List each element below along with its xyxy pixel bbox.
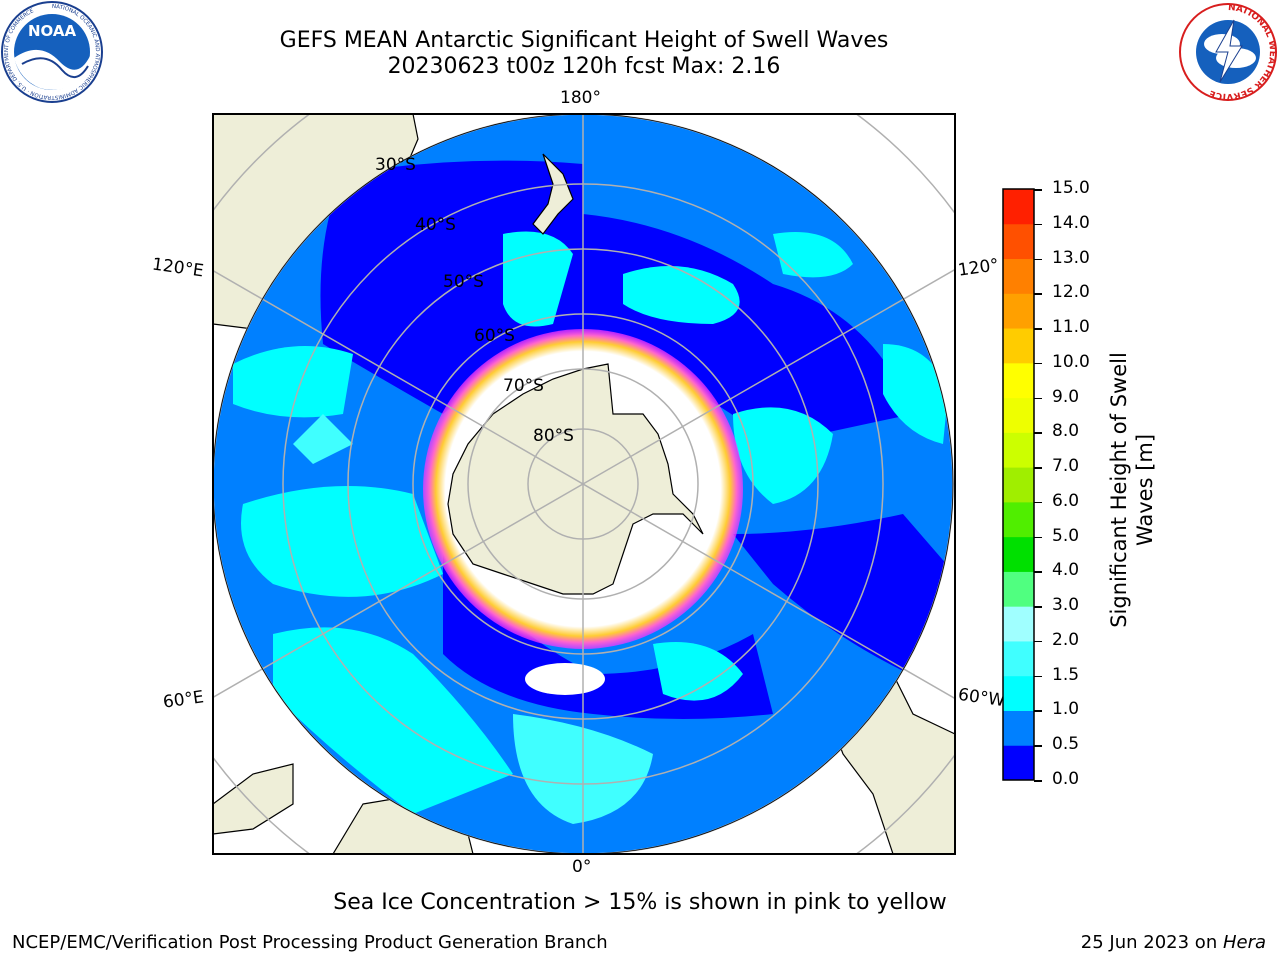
colorbar-tick-label: 12.0 [1052, 282, 1090, 303]
colorbar-tick [1034, 710, 1042, 712]
colorbar-tick-label: 3.0 [1052, 595, 1080, 616]
colorbar-tick [1034, 467, 1042, 469]
colorbar-tick [1034, 362, 1042, 365]
colorbar-band [1003, 710, 1034, 746]
colorbar-tick-label: 6.0 [1052, 490, 1080, 511]
lon-label-bottom: 0° [572, 857, 592, 877]
colorbar-tick-label: 0.5 [1052, 734, 1080, 755]
colorbar-tick-label: 13.0 [1052, 247, 1090, 268]
nws-logo: NATIONAL WEATHER SERVICE [1179, 3, 1277, 101]
colorbar-tick-label: 8.0 [1052, 421, 1080, 442]
colorbar-tick-label: 9.0 [1052, 386, 1080, 407]
colorbar-tick [1034, 223, 1042, 226]
colorbar-tick [1034, 328, 1042, 330]
colorbar-tick [1034, 189, 1042, 191]
run-date: 25 Jun 2023 on Hera [1081, 932, 1266, 953]
colorbar-tick [1034, 293, 1042, 295]
colorbar-tick [1034, 640, 1042, 643]
colorbar-tick [1034, 780, 1042, 782]
lon-label-upper-right: 120° [956, 255, 1001, 281]
colorbar-tick-label: 11.0 [1052, 317, 1090, 338]
lat-label: 30°S [375, 155, 416, 175]
colorbar-tick-label: 0.0 [1052, 769, 1080, 789]
colorbar-title-line2: Waves [m] [1133, 434, 1157, 546]
lon-label-lower-left: 60°E [161, 687, 206, 713]
lat-label: 50°S [443, 272, 484, 292]
lon-label-lower-right: 60°W [956, 684, 1007, 712]
noaa-logo-text: NOAA [28, 22, 77, 40]
colorbar-band [1003, 571, 1034, 607]
colorbar-tick [1034, 571, 1042, 573]
lat-label: 80°S [533, 426, 574, 446]
colorbar-tick-label: 5.0 [1052, 525, 1080, 546]
map-title: GEFS MEAN Antarctic Significant Height o… [279, 28, 889, 53]
lat-label: 40°S [415, 215, 456, 235]
colorbar-tick [1034, 675, 1042, 678]
colorbar-band [1003, 328, 1034, 364]
colorbar-band [1003, 640, 1034, 677]
run-date-text: 25 Jun 2023 on [1080, 932, 1223, 953]
colorbar-tick [1034, 501, 1042, 504]
new-zealand-land [532, 153, 574, 235]
host-name: Hera [1222, 932, 1266, 953]
colorbar-tick-label: 15.0 [1052, 178, 1090, 198]
colorbar-tick [1034, 745, 1042, 747]
colorbar-tick-label: 14.0 [1052, 212, 1090, 233]
map-subtitle: 20230623 t00z 120h fcst Max: 2.16 [387, 54, 781, 79]
lon-label-upper-left: 120°E [150, 254, 205, 282]
colorbar-tick [1034, 258, 1042, 261]
polar-map: 30°S 40°S 50°S 60°S 70°S 80°S [212, 113, 956, 855]
colorbar-band [1003, 223, 1034, 260]
colorbar-tick-label: 1.0 [1052, 699, 1080, 720]
colorbar-band [1003, 258, 1034, 294]
credit-text: NCEP/EMC/Verification Post Processing Pr… [12, 932, 608, 953]
colorbar-title: Significant Height of Swell Waves [m] [1107, 352, 1157, 628]
noaa-logo: NOAA NATIONAL OCEANIC AND ATMOSPHERIC AD… [1, 1, 103, 103]
colorbar-band [1003, 606, 1034, 642]
colorbar-band [1003, 293, 1034, 329]
lat-label: 70°S [503, 376, 544, 396]
colorbar-tick-label: 7.0 [1052, 456, 1080, 477]
colorbar-band [1003, 189, 1034, 225]
colorbar-tick-label: 4.0 [1052, 560, 1080, 581]
colorbar-band [1003, 745, 1034, 781]
colorbar-tick [1034, 606, 1042, 608]
lon-label-top: 180° [560, 88, 601, 108]
colorbar-band [1003, 397, 1034, 433]
colorbar-tick [1034, 397, 1042, 400]
colorbar-band [1003, 467, 1034, 503]
colorbar-title-line1: Significant Height of Swell [1107, 352, 1131, 628]
colorbar-band [1003, 362, 1034, 399]
colorbar-tick [1034, 432, 1042, 434]
colorbar-band [1003, 675, 1034, 711]
lat-label: 60°S [474, 326, 515, 346]
colorbar-tick-label: 10.0 [1052, 351, 1090, 372]
colorbar-tick-label: 1.5 [1052, 664, 1080, 685]
sea-ice-note: Sea Ice Concentration > 15% is shown in … [333, 890, 947, 915]
colorbar [1002, 188, 1035, 781]
colorbar-band [1003, 432, 1034, 468]
colorbar-band [1003, 501, 1034, 538]
colorbar-band [1003, 536, 1034, 572]
colorbar-tick [1034, 536, 1042, 539]
colorbar-tick-label: 2.0 [1052, 629, 1080, 650]
